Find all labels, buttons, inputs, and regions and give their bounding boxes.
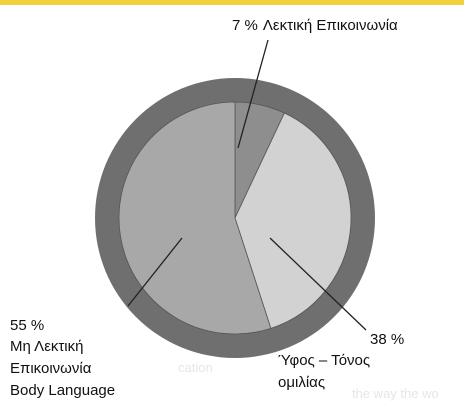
background-text: cation <box>178 360 213 375</box>
value-label: 55 % <box>10 317 44 334</box>
pie-slice <box>234 112 352 329</box>
leader-lines <box>127 39 367 331</box>
slice-label: 7 % Λεκτική Επικοινωνία <box>232 17 398 34</box>
value-label: 38 % <box>370 331 404 348</box>
background-text: the way the wo <box>352 386 439 401</box>
category-label: ομιλίας <box>278 374 325 391</box>
category-label: Body Language <box>10 382 115 399</box>
slice-label: 38 % <box>370 331 404 348</box>
top-bar <box>0 0 464 5</box>
category-label: Επικοινωνία <box>10 360 92 377</box>
category-label: Μη Λεκτική <box>10 338 83 355</box>
slice-label: 55 % <box>10 317 44 334</box>
category-label: Λεκτική Επικοινωνία <box>263 17 398 34</box>
pie-slice <box>118 101 272 335</box>
category-label: Ύφος – Τόνος <box>278 352 370 369</box>
value-label: 7 % <box>232 17 258 34</box>
